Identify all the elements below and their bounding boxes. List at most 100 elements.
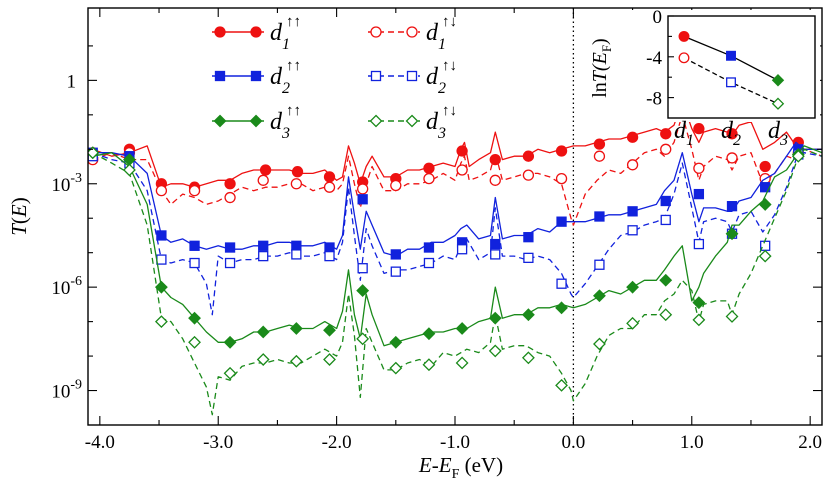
- legend-sup: ↑↓: [442, 103, 457, 119]
- series-line-d1uu: [92, 100, 822, 188]
- marker-d3ud-18: [692, 313, 706, 327]
- marker-d2uu-4: [224, 242, 236, 253]
- inset-ylabel-sub: F: [599, 45, 614, 52]
- marker-d2uu-3: [189, 240, 200, 251]
- marker-d1ud-9: [390, 179, 402, 192]
- marker-d3uu-10: [422, 327, 436, 341]
- legend-label: d1 ↑↓: [426, 14, 457, 53]
- inset-cat-sub: 2: [733, 132, 741, 149]
- ylabel-close: ): [7, 197, 31, 204]
- legend-main: d: [270, 20, 283, 46]
- ylabel-e: E: [7, 204, 31, 218]
- legend-marker-left: [214, 70, 226, 82]
- legend-marker-right: [406, 26, 418, 38]
- inset-cat-main: d: [674, 118, 687, 144]
- legend-label: d3 ↑↑: [270, 103, 301, 142]
- marker-d3uu-14: [555, 301, 568, 315]
- series-d1ud: [88, 114, 822, 226]
- y-tick-base: 10: [51, 175, 70, 196]
- marker-d2ud-15: [594, 259, 605, 270]
- marker-d1uu-11: [456, 145, 468, 157]
- marker-d3uu-9: [389, 335, 403, 349]
- inset-marker: [678, 52, 690, 64]
- marker-d3ud-7: [323, 353, 336, 366]
- marker-d1ud-10: [423, 172, 435, 185]
- x-tick-label: 1.0: [680, 432, 704, 453]
- marker-d3ud-21: [791, 149, 805, 163]
- legend-label: d1 ↑↑: [270, 14, 301, 53]
- legend-entry-d3ud: d3 ↑↓: [368, 103, 457, 142]
- marker-d3ud-11: [455, 356, 469, 370]
- inset-y-tick-label: 0: [653, 7, 663, 28]
- marker-d3uu-19: [725, 227, 739, 241]
- legend-sup: ↑↑: [286, 103, 301, 119]
- inset-category-label: d2: [721, 118, 741, 149]
- y-tick-base: 1: [67, 71, 77, 92]
- legend-entry-d3uu: d3 ↑↑: [212, 103, 301, 142]
- marker-d2ud-16: [627, 225, 638, 236]
- marker-d3ud-20: [758, 249, 772, 263]
- marker-d2ud-2: [156, 254, 167, 265]
- marker-d1ud-16: [626, 159, 639, 171]
- marker-d2uu-16: [627, 206, 638, 217]
- marker-d2uu-5: [258, 240, 269, 251]
- x-tick-label: -4.0: [85, 432, 115, 453]
- marker-d1ud-6: [290, 178, 303, 190]
- inset-frame: [667, 15, 816, 119]
- marker-d2ud-6: [291, 249, 302, 260]
- series-line-d2ud: [92, 152, 822, 316]
- marker-d2ud-4: [224, 257, 236, 269]
- inset-category-label: d1: [674, 118, 694, 149]
- inset-cat-main: d: [768, 118, 781, 144]
- marker-d3ud-2: [154, 315, 168, 329]
- inset-series-1: [678, 52, 785, 110]
- marker-d3uu-8: [356, 284, 370, 298]
- marker-d3ud-1: [123, 163, 136, 177]
- marker-d1ud-5: [257, 174, 269, 186]
- marker-d2ud-17: [660, 214, 671, 226]
- legend-entry-d1uu: d1 ↑↑: [212, 14, 301, 53]
- legend-main: d: [270, 109, 283, 135]
- marker-d2uu-7: [324, 242, 335, 253]
- marker-d1ud-13: [522, 169, 535, 181]
- legend-label: d2 ↑↑: [270, 58, 301, 97]
- marker-d3ud-16: [626, 316, 639, 330]
- y-tick-exp: -6: [70, 274, 82, 289]
- marker-d1ud-7: [323, 181, 336, 193]
- y-tick-base: 10: [51, 278, 70, 299]
- marker-d3ud-4: [223, 366, 237, 380]
- inset-marker: [771, 97, 785, 110]
- x-axis-label: E-EF (eV): [418, 453, 503, 482]
- marker-d1uu-13: [522, 150, 535, 162]
- marker-d2ud-7: [324, 250, 335, 262]
- series-line-d3ud: [92, 148, 822, 416]
- marker-d2uu-8: [357, 194, 368, 205]
- legend-marker-right: [406, 70, 418, 82]
- marker-d3ud-17: [659, 308, 673, 322]
- ylabel-t: T: [7, 223, 31, 236]
- inset-cat-main: d: [721, 118, 734, 144]
- inset-marker: [726, 77, 736, 88]
- marker-d1uu-18: [693, 122, 705, 135]
- marker-d3uu-17: [659, 273, 673, 287]
- y-axis-label: T(E): [7, 197, 31, 236]
- marker-d1uu-14: [555, 145, 568, 157]
- legend-sup: ↑↑: [286, 58, 301, 74]
- marker-d3uu-4: [223, 335, 237, 349]
- inset-cat-sub: 3: [779, 132, 788, 149]
- marker-d1ud-18: [693, 162, 705, 174]
- legend-sub: 3: [437, 125, 446, 142]
- marker-d3uu-6: [289, 322, 303, 335]
- marker-d1uu-10: [423, 162, 435, 174]
- ylabel-open: (: [7, 217, 31, 224]
- marker-d2uu-15: [594, 211, 605, 222]
- marker-d2ud-12: [490, 249, 501, 260]
- marker-d3ud-0: [88, 146, 100, 160]
- legend-entry-d2uu: d2 ↑↑: [212, 58, 301, 97]
- legend-marker-left: [369, 114, 383, 128]
- marker-d2ud-10: [423, 257, 435, 269]
- marker-d2uu-9: [390, 249, 401, 260]
- y-tick-exp: -9: [70, 378, 82, 393]
